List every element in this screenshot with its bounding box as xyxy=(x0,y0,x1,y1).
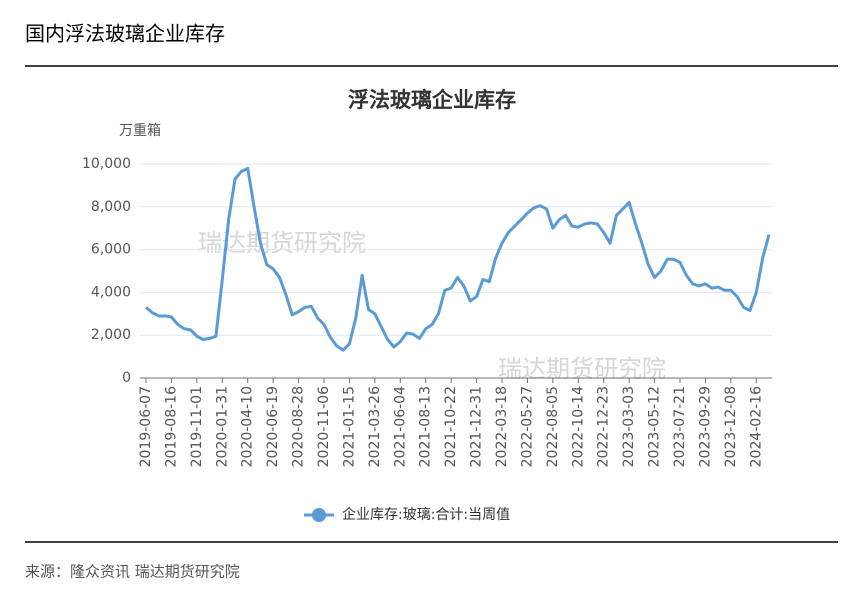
x-tick-label: 2024-02-16 xyxy=(748,386,764,467)
legend-marker xyxy=(312,508,326,522)
x-tick-label: 2022-08-05 xyxy=(545,386,561,467)
x-tick-label: 2023-05-12 xyxy=(647,386,663,467)
x-tick-label: 2020-11-06 xyxy=(316,386,332,467)
chart-title: 浮法玻璃企业库存 xyxy=(348,88,516,112)
data-line xyxy=(145,166,771,352)
x-tick-label: 2023-12-08 xyxy=(723,386,739,467)
x-tick-label: 2021-06-04 xyxy=(392,386,408,467)
y-axis-label: 万重箱 xyxy=(119,123,161,139)
x-tick-label: 2019-06-07 xyxy=(138,386,154,467)
y-tick-label: 2,000 xyxy=(91,327,131,343)
x-tick-label: 2022-05-27 xyxy=(519,386,535,467)
x-tick-label: 2020-01-31 xyxy=(214,386,230,467)
watermark: 瑞达期货研究院 xyxy=(498,355,666,383)
x-tick-label: 2023-07-21 xyxy=(672,386,688,467)
x-tick-label: 2023-09-29 xyxy=(697,386,713,467)
x-tick-label: 2022-03-18 xyxy=(494,386,510,467)
watermark: 瑞达期货研究院 xyxy=(198,229,366,257)
x-tick-label: 2023-03-03 xyxy=(621,386,637,467)
legend-label: 企业库存:玻璃:合计:当周值 xyxy=(342,506,510,523)
source-note: 来源：隆众资讯 瑞达期货研究院 xyxy=(25,563,240,581)
y-tick-label: 0 xyxy=(122,370,131,386)
x-tick-label: 2019-11-01 xyxy=(189,386,205,467)
x-tick-label: 2022-10-14 xyxy=(570,386,586,467)
y-tick-label: 4,000 xyxy=(91,284,131,300)
x-tick-label: 2022-12-23 xyxy=(596,386,612,467)
x-tick-label: 2021-01-15 xyxy=(341,386,357,467)
y-tick-label: 8,000 xyxy=(91,199,131,215)
x-tick-label: 2019-08-16 xyxy=(163,386,179,467)
x-tick-label: 2021-08-13 xyxy=(418,386,434,467)
y-tick-label: 10,000 xyxy=(82,156,131,172)
x-tick-label: 2021-03-26 xyxy=(367,386,383,467)
x-tick-label: 2020-04-10 xyxy=(240,386,256,467)
x-tick-label: 2021-10-22 xyxy=(443,386,459,467)
page-title: 国内浮法玻璃企业库存 xyxy=(25,22,225,46)
x-tick-label: 2020-08-28 xyxy=(291,386,307,467)
x-tick-label: 2020-06-19 xyxy=(265,386,281,467)
y-tick-label: 6,000 xyxy=(91,242,131,258)
x-tick-label: 2021-12-31 xyxy=(469,386,485,467)
